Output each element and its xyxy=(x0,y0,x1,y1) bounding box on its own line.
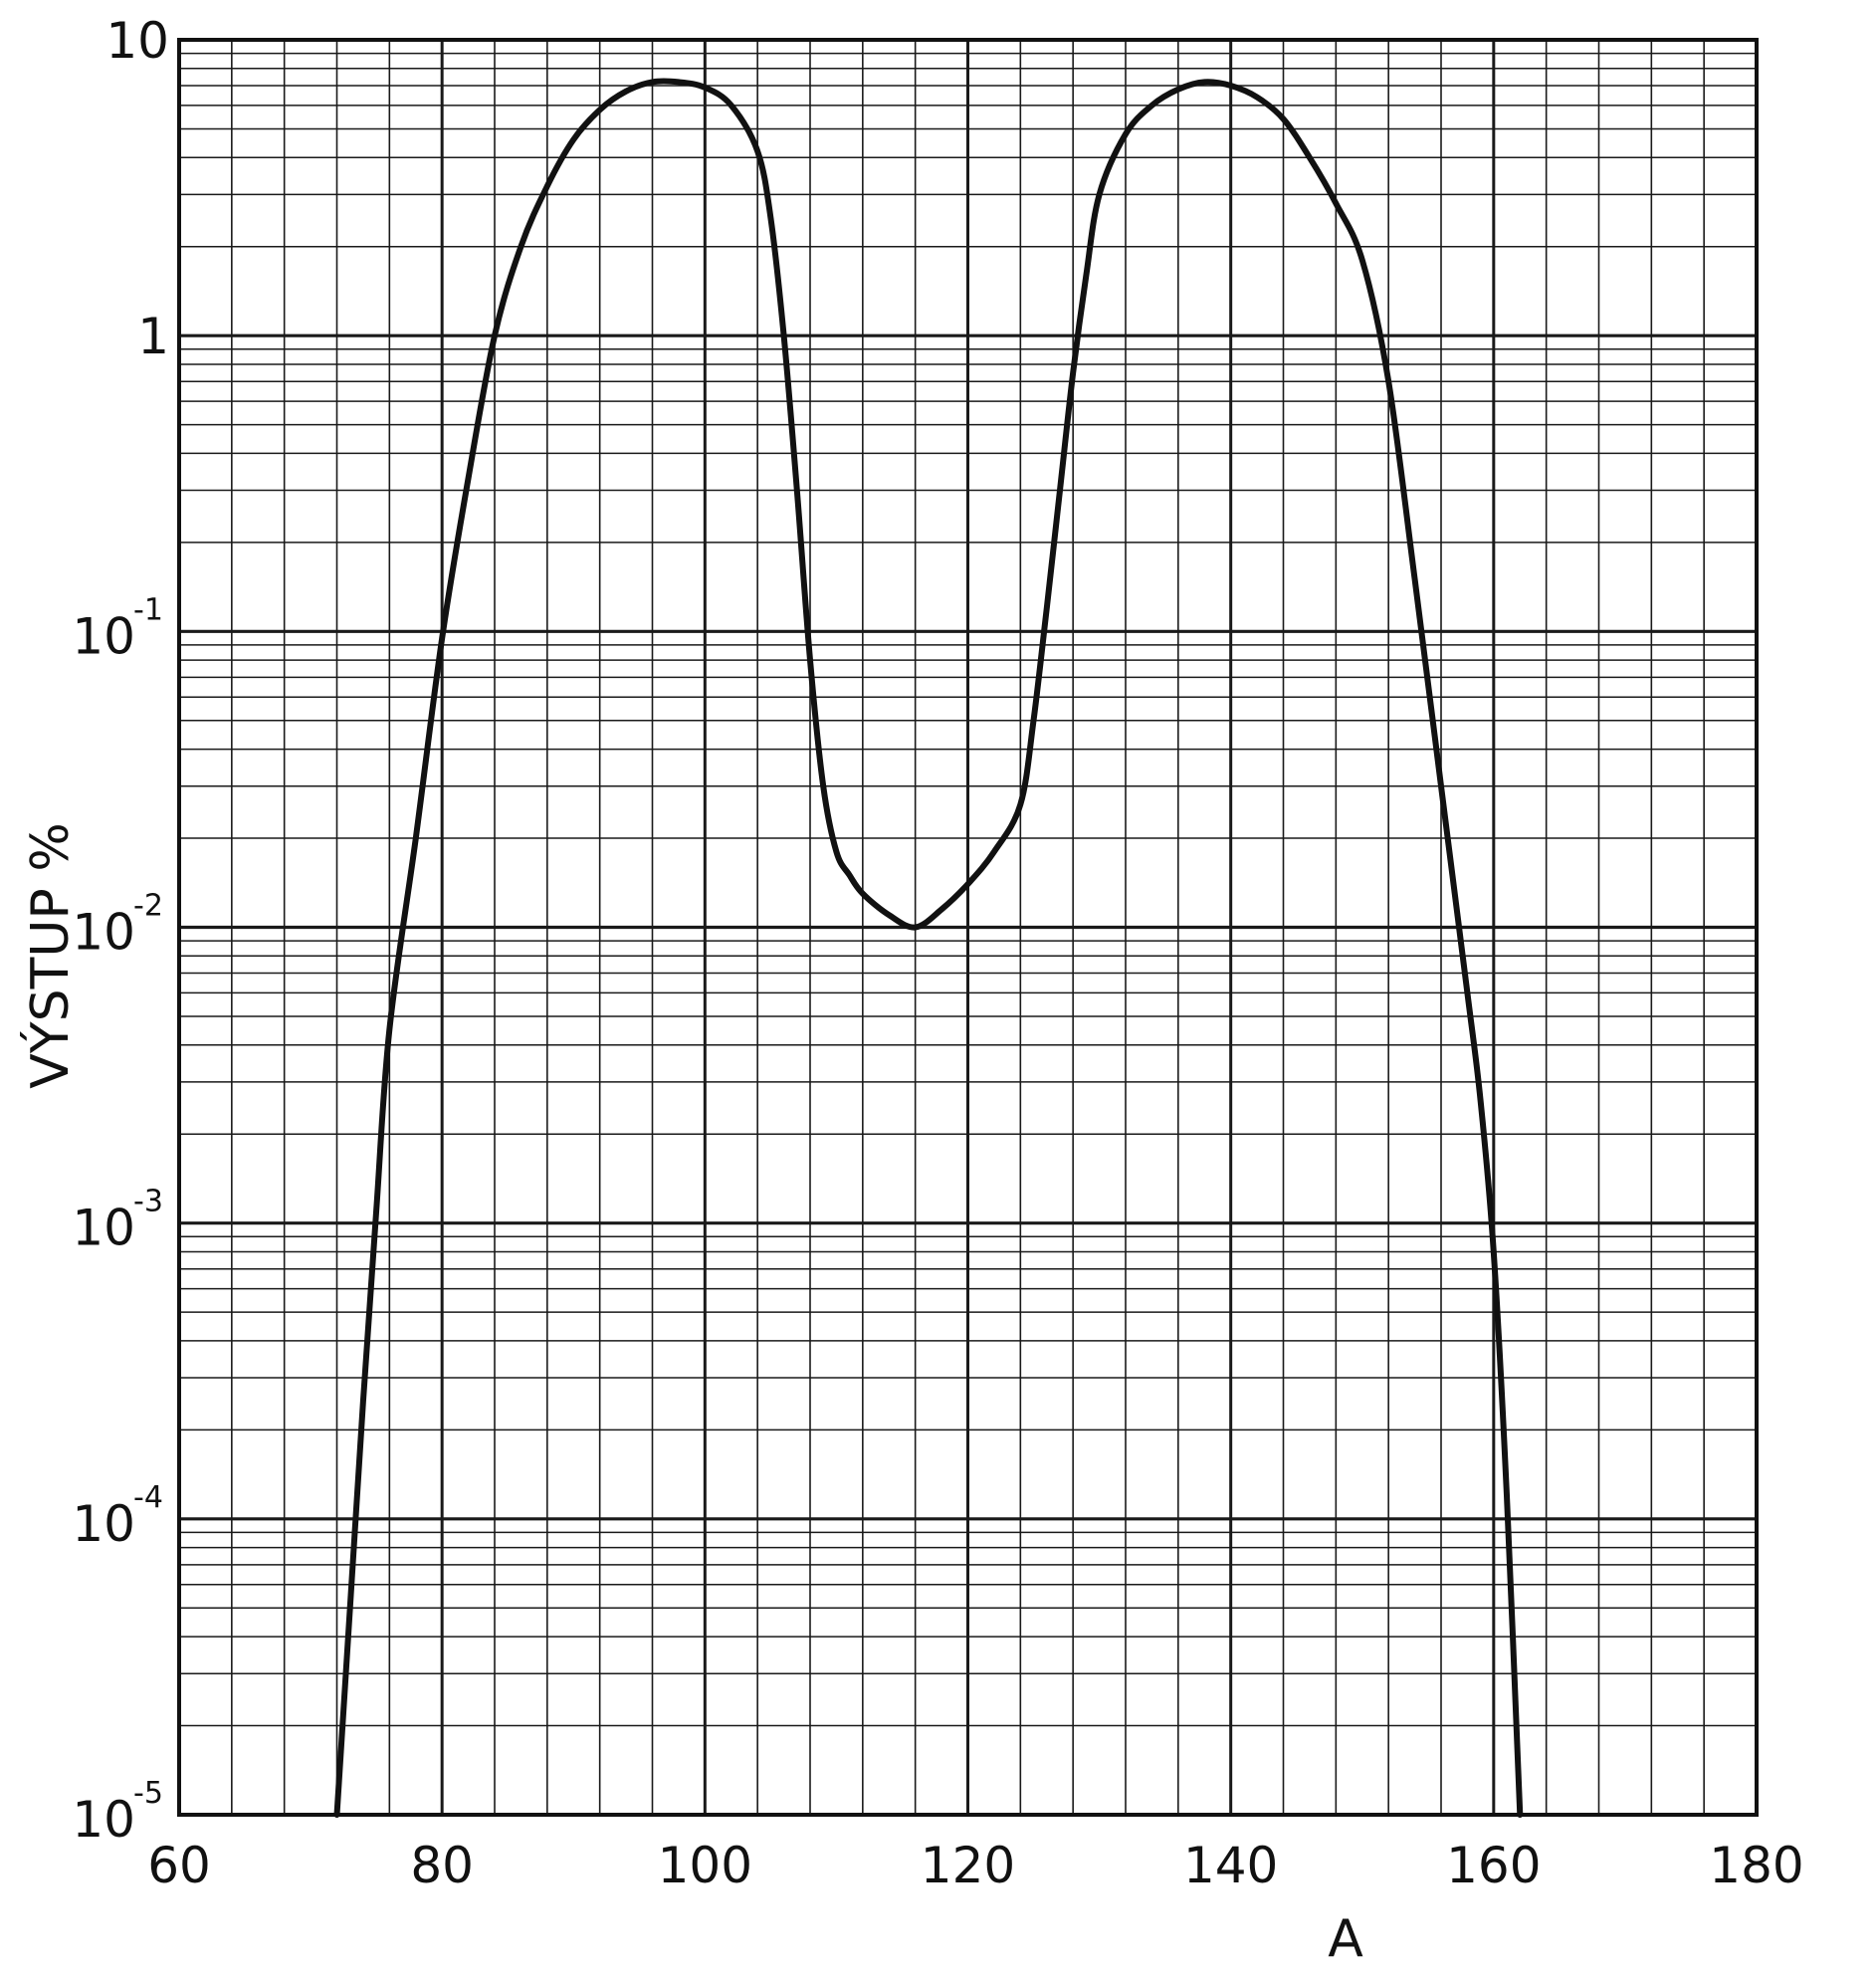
y-tick-base: 1 xyxy=(137,308,169,365)
y-tick-exponent: -5 xyxy=(133,1776,163,1811)
y-tick-exponent: -1 xyxy=(133,592,163,627)
major-gridlines xyxy=(179,40,1757,1815)
y-tick-base: 10 xyxy=(72,1495,135,1553)
y-tick-base: 10 xyxy=(72,904,135,962)
x-tick-label: 180 xyxy=(1709,1837,1803,1894)
x-tick-label: 60 xyxy=(147,1837,211,1894)
x-axis-title: A xyxy=(1328,1909,1363,1969)
y-tick-label: 1 xyxy=(137,308,169,365)
y-tick-label: 10-5 xyxy=(72,1776,163,1849)
x-tick-label: 140 xyxy=(1183,1837,1278,1894)
y-tick-label: 10 xyxy=(105,12,169,70)
x-tick-label: 120 xyxy=(921,1837,1015,1894)
y-tick-exponent: -4 xyxy=(133,1480,163,1515)
y-tick-base: 10 xyxy=(72,1200,135,1257)
y-axis-title: VÝSTUP % xyxy=(20,822,81,1088)
y-tick-exponent: -2 xyxy=(133,889,163,924)
y-tick-label: 10-2 xyxy=(72,889,163,962)
x-tick-label: 80 xyxy=(410,1837,474,1894)
y-tick-base: 10 xyxy=(72,1791,135,1849)
series-line xyxy=(333,78,1524,1818)
y-tick-exponent: -3 xyxy=(133,1185,163,1219)
y-tick-base: 10 xyxy=(72,607,135,665)
plot-frame xyxy=(177,38,1759,1817)
x-tick-label: 100 xyxy=(658,1837,752,1894)
y-tick-label: 10-1 xyxy=(72,592,163,665)
x-tick-label: 160 xyxy=(1446,1837,1541,1894)
y-tick-label: 10-3 xyxy=(72,1185,163,1257)
y-tick-label: 10-4 xyxy=(72,1480,163,1553)
x-tick-labels: 60 80 100 120 140 160 180 xyxy=(147,1837,1804,1894)
y-tick-base: 10 xyxy=(105,12,169,70)
